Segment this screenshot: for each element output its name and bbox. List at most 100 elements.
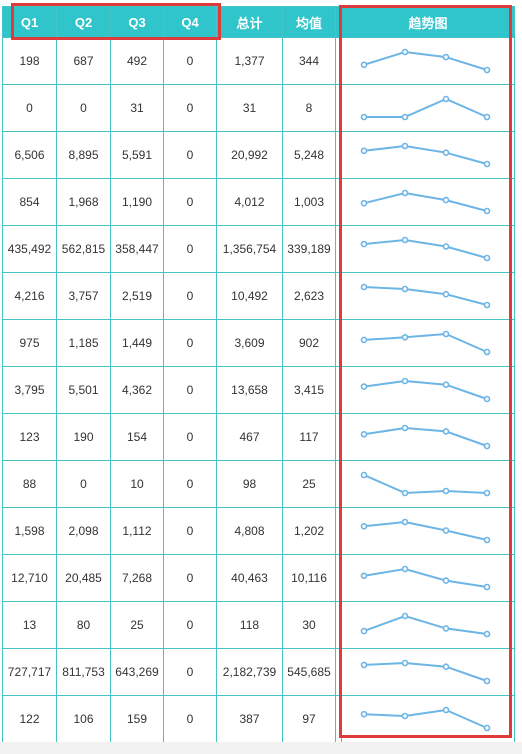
cell-q4[interactable]: 0 [163, 554, 217, 602]
cell-q3[interactable]: 5,591 [110, 131, 164, 179]
col-header-trend[interactable]: 趋势图 [341, 6, 515, 38]
cell-q3[interactable]: 1,449 [110, 319, 164, 367]
cell-avg[interactable]: 8 [282, 84, 336, 132]
cell-q2[interactable]: 0 [56, 460, 111, 508]
sparkline-point [483, 536, 491, 544]
cell-q1[interactable]: 13 [2, 601, 57, 649]
cell-q3[interactable]: 643,269 [110, 648, 164, 696]
cell-q4[interactable]: 0 [163, 366, 217, 414]
cell-q4[interactable]: 0 [163, 225, 217, 273]
cell-q4[interactable]: 0 [163, 37, 217, 85]
cell-q3[interactable]: 31 [110, 84, 164, 132]
cell-q1[interactable]: 3,795 [2, 366, 57, 414]
cell-q2[interactable]: 190 [56, 413, 111, 461]
cell-total[interactable]: 20,992 [216, 131, 283, 179]
col-header-q2[interactable]: Q2 [56, 6, 111, 38]
cell-q3[interactable]: 10 [110, 460, 164, 508]
col-header-total[interactable]: 总计 [216, 6, 283, 38]
cell-q4[interactable]: 0 [163, 413, 217, 461]
cell-q2[interactable]: 687 [56, 37, 111, 85]
cell-q3[interactable]: 154 [110, 413, 164, 461]
cell-q4[interactable]: 0 [163, 84, 217, 132]
cell-total[interactable]: 467 [216, 413, 283, 461]
cell-q1[interactable]: 727,717 [2, 648, 57, 696]
cell-q1[interactable]: 12,710 [2, 554, 57, 602]
cell-q3[interactable]: 4,362 [110, 366, 164, 414]
cell-q4[interactable]: 0 [163, 601, 217, 649]
cell-q2[interactable]: 1,185 [56, 319, 111, 367]
cell-avg[interactable]: 1,202 [282, 507, 336, 555]
col-header-q1[interactable]: Q1 [2, 6, 57, 38]
cell-q3[interactable]: 1,112 [110, 507, 164, 555]
cell-avg[interactable]: 545,685 [282, 648, 336, 696]
cell-avg[interactable]: 25 [282, 460, 336, 508]
cell-q3[interactable]: 1,190 [110, 178, 164, 226]
cell-q1[interactable]: 88 [2, 460, 57, 508]
cell-q1[interactable]: 123 [2, 413, 57, 461]
cell-avg[interactable]: 97 [282, 695, 336, 743]
cell-avg[interactable]: 117 [282, 413, 336, 461]
cell-q4[interactable]: 0 [163, 507, 217, 555]
cell-total[interactable]: 31 [216, 84, 283, 132]
cell-q1[interactable]: 854 [2, 178, 57, 226]
cell-total[interactable]: 2,182,739 [216, 648, 283, 696]
cell-q1[interactable]: 975 [2, 319, 57, 367]
trend-sparkline [360, 189, 491, 215]
cell-q2[interactable]: 1,968 [56, 178, 111, 226]
cell-q4[interactable]: 0 [163, 648, 217, 696]
cell-q3[interactable]: 7,268 [110, 554, 164, 602]
cell-q2[interactable]: 2,098 [56, 507, 111, 555]
cell-q3[interactable]: 159 [110, 695, 164, 743]
cell-q2[interactable]: 0 [56, 84, 111, 132]
cell-avg[interactable]: 339,189 [282, 225, 336, 273]
cell-q4[interactable]: 0 [163, 695, 217, 743]
cell-q1[interactable]: 198 [2, 37, 57, 85]
cell-avg[interactable]: 344 [282, 37, 336, 85]
cell-q2[interactable]: 106 [56, 695, 111, 743]
cell-avg[interactable]: 902 [282, 319, 336, 367]
cell-total[interactable]: 13,658 [216, 366, 283, 414]
cell-avg[interactable]: 5,248 [282, 131, 336, 179]
cell-q1[interactable]: 0 [2, 84, 57, 132]
cell-total[interactable]: 4,808 [216, 507, 283, 555]
cell-q2[interactable]: 811,753 [56, 648, 111, 696]
cell-q2[interactable]: 562,815 [56, 225, 111, 273]
cell-total[interactable]: 10,492 [216, 272, 283, 320]
cell-total[interactable]: 40,463 [216, 554, 283, 602]
cell-q1[interactable]: 122 [2, 695, 57, 743]
cell-q2[interactable]: 80 [56, 601, 111, 649]
cell-q2[interactable]: 3,757 [56, 272, 111, 320]
sparkline-point [483, 724, 491, 732]
cell-q2[interactable]: 5,501 [56, 366, 111, 414]
col-header-q4[interactable]: Q4 [163, 6, 217, 38]
cell-q1[interactable]: 4,216 [2, 272, 57, 320]
cell-total[interactable]: 98 [216, 460, 283, 508]
cell-total[interactable]: 1,377 [216, 37, 283, 85]
cell-total[interactable]: 4,012 [216, 178, 283, 226]
cell-q4[interactable]: 0 [163, 178, 217, 226]
cell-q4[interactable]: 0 [163, 460, 217, 508]
col-header-q3[interactable]: Q3 [110, 6, 164, 38]
cell-q4[interactable]: 0 [163, 319, 217, 367]
cell-q4[interactable]: 0 [163, 272, 217, 320]
cell-q2[interactable]: 8,895 [56, 131, 111, 179]
cell-avg[interactable]: 2,623 [282, 272, 336, 320]
cell-total[interactable]: 3,609 [216, 319, 283, 367]
cell-avg[interactable]: 3,415 [282, 366, 336, 414]
cell-avg[interactable]: 30 [282, 601, 336, 649]
cell-q3[interactable]: 358,447 [110, 225, 164, 273]
cell-avg[interactable]: 1,003 [282, 178, 336, 226]
cell-avg[interactable]: 10,116 [282, 554, 336, 602]
cell-q3[interactable]: 25 [110, 601, 164, 649]
cell-total[interactable]: 118 [216, 601, 283, 649]
cell-total[interactable]: 387 [216, 695, 283, 743]
cell-q2[interactable]: 20,485 [56, 554, 111, 602]
cell-q1[interactable]: 435,492 [2, 225, 57, 273]
cell-q4[interactable]: 0 [163, 131, 217, 179]
cell-q3[interactable]: 492 [110, 37, 164, 85]
cell-q1[interactable]: 1,598 [2, 507, 57, 555]
col-header-avg[interactable]: 均值 [282, 6, 336, 38]
cell-total[interactable]: 1,356,754 [216, 225, 283, 273]
cell-q1[interactable]: 6,506 [2, 131, 57, 179]
cell-q3[interactable]: 2,519 [110, 272, 164, 320]
